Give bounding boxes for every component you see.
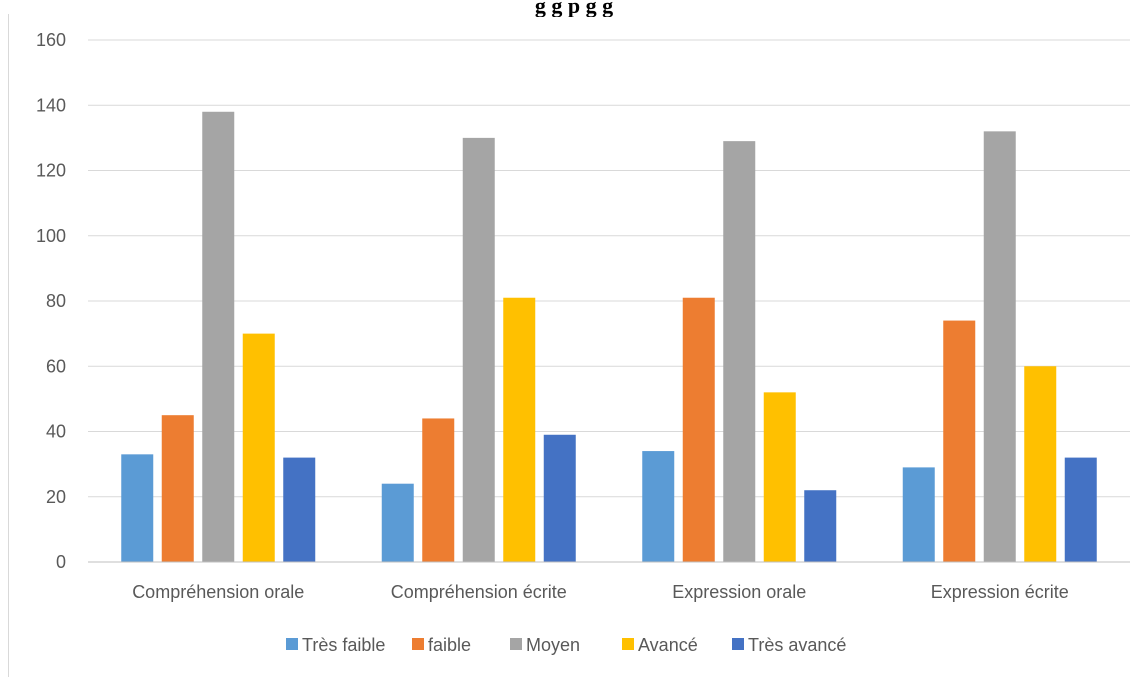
bar <box>242 333 275 562</box>
bar <box>682 297 715 562</box>
x-category-label: Compréhension orale <box>132 582 304 602</box>
bars <box>88 111 1130 563</box>
legend-label: Très faible <box>302 635 385 655</box>
bar <box>1024 366 1057 562</box>
chart-frame <box>8 14 1148 677</box>
legend-swatch <box>622 638 634 650</box>
bar <box>983 131 1016 562</box>
legend-swatch <box>732 638 744 650</box>
y-tick-label: 140 <box>36 95 66 115</box>
x-category-label: Compréhension écrite <box>391 582 567 602</box>
bar <box>723 141 756 562</box>
bar <box>902 467 935 562</box>
bar <box>283 457 316 562</box>
y-tick-label: 0 <box>56 552 66 572</box>
legend: Très faible faible Moyen Avancé Très avancé <box>286 635 846 655</box>
bar <box>763 392 796 562</box>
y-axis-ticks: 0 20 40 60 80 100 120 140 160 <box>36 30 66 572</box>
bar <box>121 454 154 562</box>
legend-label: Avancé <box>638 635 698 655</box>
x-category-label: Expression écrite <box>931 582 1069 602</box>
x-axis-categories: Compréhension orale Compréhension écrite E… <box>132 582 1069 602</box>
bar <box>543 434 576 562</box>
bar <box>202 111 235 563</box>
x-category-label: Expression orale <box>672 582 806 602</box>
legend-label: Moyen <box>526 635 580 655</box>
legend-swatch <box>286 638 298 650</box>
bar <box>503 297 536 562</box>
bar <box>381 483 414 562</box>
y-tick-label: 120 <box>36 161 66 181</box>
legend-label: Très avancé <box>748 635 846 655</box>
y-tick-label: 160 <box>36 30 66 50</box>
bar <box>422 418 455 562</box>
legend-item: Très avancé <box>732 635 846 655</box>
y-tick-label: 20 <box>46 487 66 507</box>
bar <box>161 415 194 562</box>
legend-label: faible <box>428 635 471 655</box>
bar <box>642 451 675 562</box>
legend-item: Très faible <box>286 635 385 655</box>
y-tick-label: 80 <box>46 291 66 311</box>
bar <box>462 137 495 562</box>
legend-item: Moyen <box>510 635 580 655</box>
bar <box>943 320 976 562</box>
chart-title-partial: g g p g g <box>534 0 614 17</box>
legend-item: Avancé <box>622 635 698 655</box>
legend-item: faible <box>412 635 471 655</box>
bar <box>1064 457 1097 562</box>
y-tick-label: 100 <box>36 226 66 246</box>
y-tick-label: 60 <box>46 356 66 376</box>
legend-swatch <box>510 638 522 650</box>
bar <box>804 490 837 562</box>
legend-swatch <box>412 638 424 650</box>
y-tick-label: 40 <box>46 422 66 442</box>
